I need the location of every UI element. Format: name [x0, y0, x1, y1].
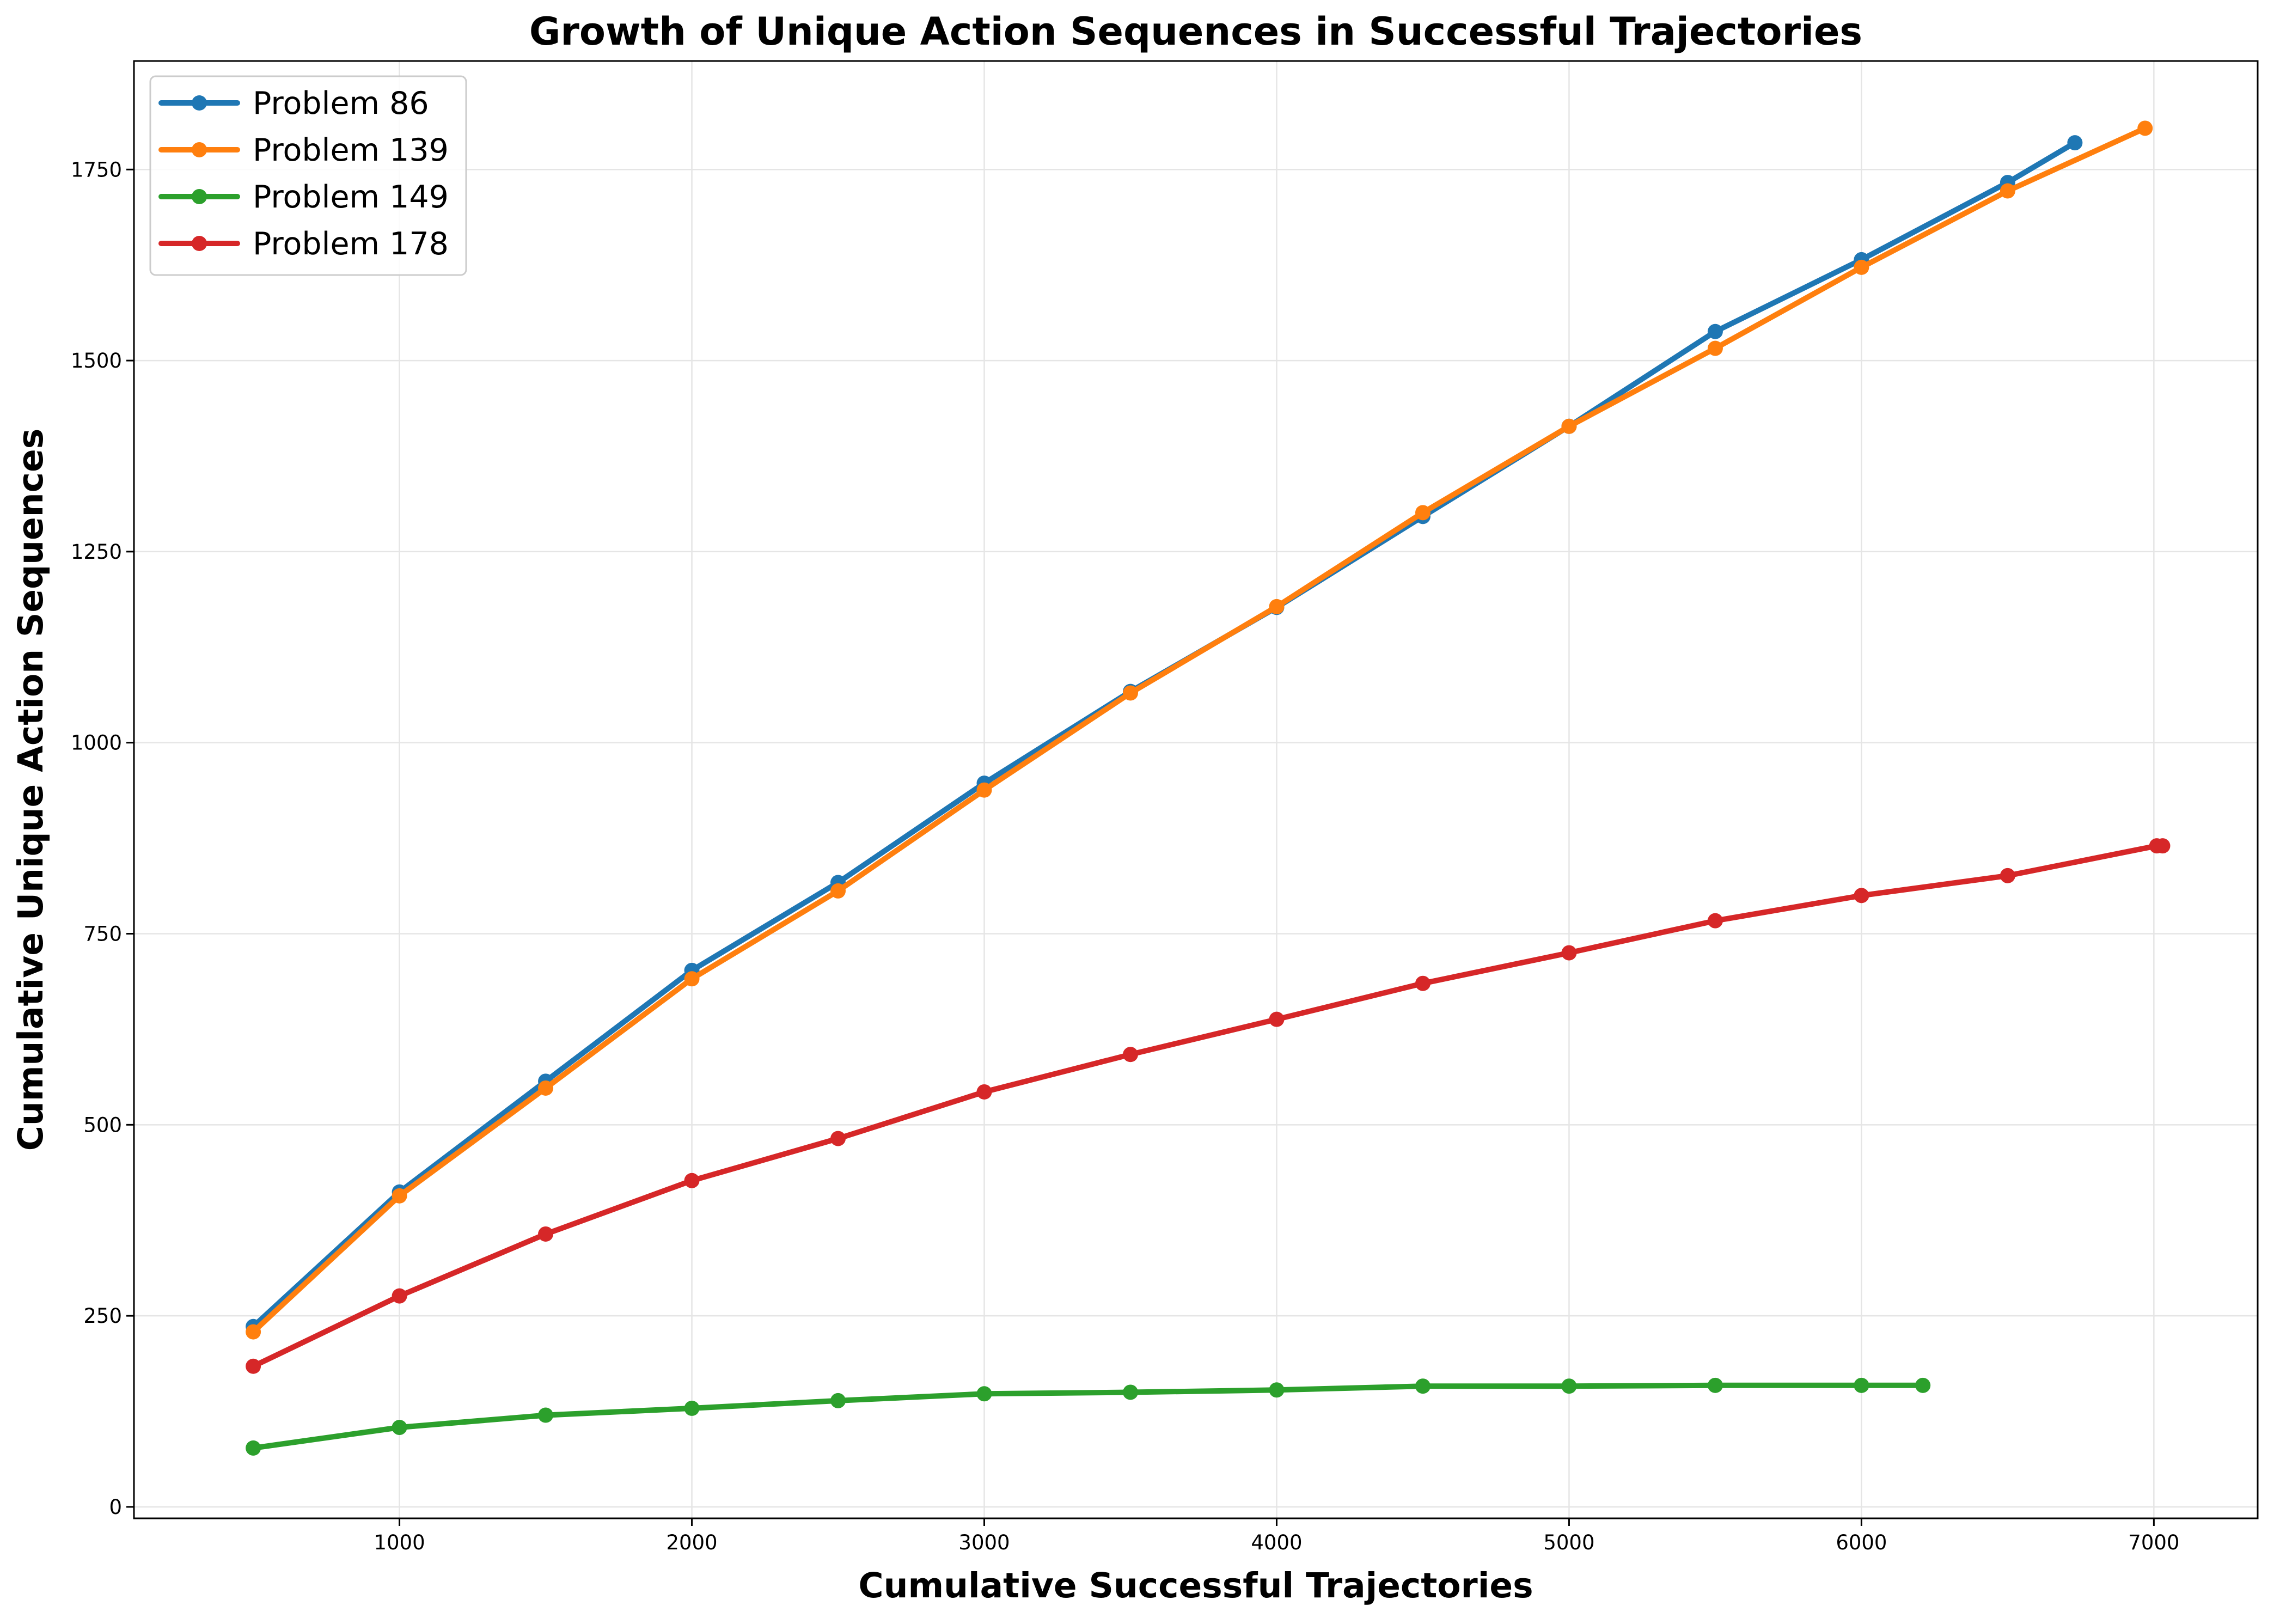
data-point-problem-139 [392, 1188, 407, 1204]
y-tick-label: 1750 [71, 158, 122, 181]
x-tick-label: 7000 [2128, 1531, 2179, 1554]
data-point-problem-139 [246, 1324, 261, 1340]
data-point-problem-86 [2067, 135, 2083, 151]
data-point-problem-139 [1269, 599, 1285, 614]
data-point-problem-178 [1561, 945, 1577, 961]
data-point-problem-149 [538, 1407, 554, 1423]
legend-marker-problem-149 [192, 189, 207, 204]
legend-label-problem-178: Problem 178 [253, 226, 449, 262]
data-point-problem-139 [2000, 183, 2015, 199]
x-axis-label: Cumulative Successful Trajectories [858, 1566, 1533, 1605]
data-point-problem-149 [1269, 1382, 1285, 1398]
data-point-problem-178 [392, 1288, 407, 1304]
plot-area-frame [133, 60, 2259, 1519]
x-tick-label: 3000 [958, 1531, 1010, 1554]
y-tick-label: 250 [83, 1304, 122, 1328]
axis-ticks: 1000 2000 3000 4000 5000 6000 7000 0 250 500 750 10… [71, 158, 2180, 1554]
data-point-problem-139 [1561, 418, 1577, 434]
legend-item-problem-149: Problem 149 [158, 179, 449, 215]
data-point-problem-139 [1122, 685, 1138, 701]
legend-label-problem-149: Problem 149 [253, 179, 449, 215]
y-axis-label: Cumulative Unique Action Sequences [11, 429, 51, 1151]
series-problem-139 [246, 120, 2153, 1340]
legend-marker-problem-139 [192, 142, 207, 157]
data-point-problem-149 [976, 1386, 992, 1402]
data-point-problem-178 [1415, 975, 1431, 991]
legend-item-problem-86: Problem 86 [158, 86, 429, 121]
data-point-problem-149 [830, 1393, 846, 1408]
y-tick-label: 500 [83, 1113, 122, 1137]
data-point-problem-149 [684, 1400, 700, 1416]
y-tick-label: 1500 [71, 349, 122, 373]
legend-marker-problem-178 [192, 236, 207, 251]
data-point-problem-86 [1707, 323, 1723, 339]
y-tick-label: 0 [109, 1495, 122, 1519]
data-point-problem-178 [246, 1358, 261, 1374]
data-point-problem-178 [1707, 913, 1723, 929]
data-point-problem-139 [2137, 120, 2153, 136]
legend-label-problem-86: Problem 86 [253, 86, 429, 121]
legend-marker-problem-86 [192, 95, 207, 111]
data-point-problem-149 [246, 1440, 261, 1456]
data-point-problem-178 [1269, 1011, 1285, 1027]
data-point-problem-139 [538, 1080, 554, 1096]
series-line-problem-139 [250, 125, 2148, 1335]
data-point-problem-149 [1561, 1378, 1577, 1394]
series-problem-149 [246, 1377, 1931, 1456]
series-layer [246, 120, 2171, 1456]
grid [134, 61, 2258, 1518]
data-point-problem-149 [392, 1420, 407, 1436]
data-point-problem-139 [1707, 340, 1723, 356]
data-point-problem-178 [1854, 888, 1869, 903]
data-point-problem-178 [538, 1226, 554, 1242]
x-tick-label: 5000 [1543, 1531, 1594, 1554]
chart-title: Growth of Unique Action Sequences in Suc… [529, 9, 1862, 54]
data-point-problem-139 [976, 782, 992, 798]
x-tick-label: 4000 [1251, 1531, 1302, 1554]
y-tick-label: 1250 [71, 540, 122, 564]
data-point-problem-139 [830, 883, 846, 899]
legend: Problem 86 Problem 139 Problem 149 Problem … [149, 75, 467, 276]
data-point-problem-149 [1915, 1377, 1931, 1393]
data-point-problem-149 [1415, 1378, 1431, 1394]
series-problem-178 [246, 838, 2171, 1374]
x-tick-label: 1000 [374, 1531, 425, 1554]
data-point-problem-178 [2155, 838, 2171, 854]
data-point-problem-149 [1854, 1377, 1869, 1393]
data-point-problem-178 [976, 1084, 992, 1100]
data-point-problem-139 [684, 971, 700, 987]
x-tick-label: 2000 [666, 1531, 717, 1554]
data-point-problem-178 [1122, 1047, 1138, 1063]
data-point-problem-149 [1122, 1384, 1138, 1400]
legend-label-problem-139: Problem 139 [253, 132, 449, 168]
y-tick-label: 750 [83, 923, 122, 946]
data-point-problem-139 [1415, 505, 1431, 521]
legend-frame [149, 75, 467, 276]
data-point-problem-178 [830, 1131, 846, 1146]
data-point-problem-149 [1707, 1377, 1723, 1393]
data-point-problem-178 [2000, 868, 2015, 883]
legend-item-problem-139: Problem 139 [158, 132, 449, 168]
data-point-problem-139 [1854, 259, 1869, 275]
data-point-problem-178 [684, 1173, 700, 1188]
x-tick-label: 6000 [1836, 1531, 1887, 1554]
y-tick-label: 1000 [71, 731, 122, 755]
legend-item-problem-178: Problem 178 [158, 226, 449, 262]
